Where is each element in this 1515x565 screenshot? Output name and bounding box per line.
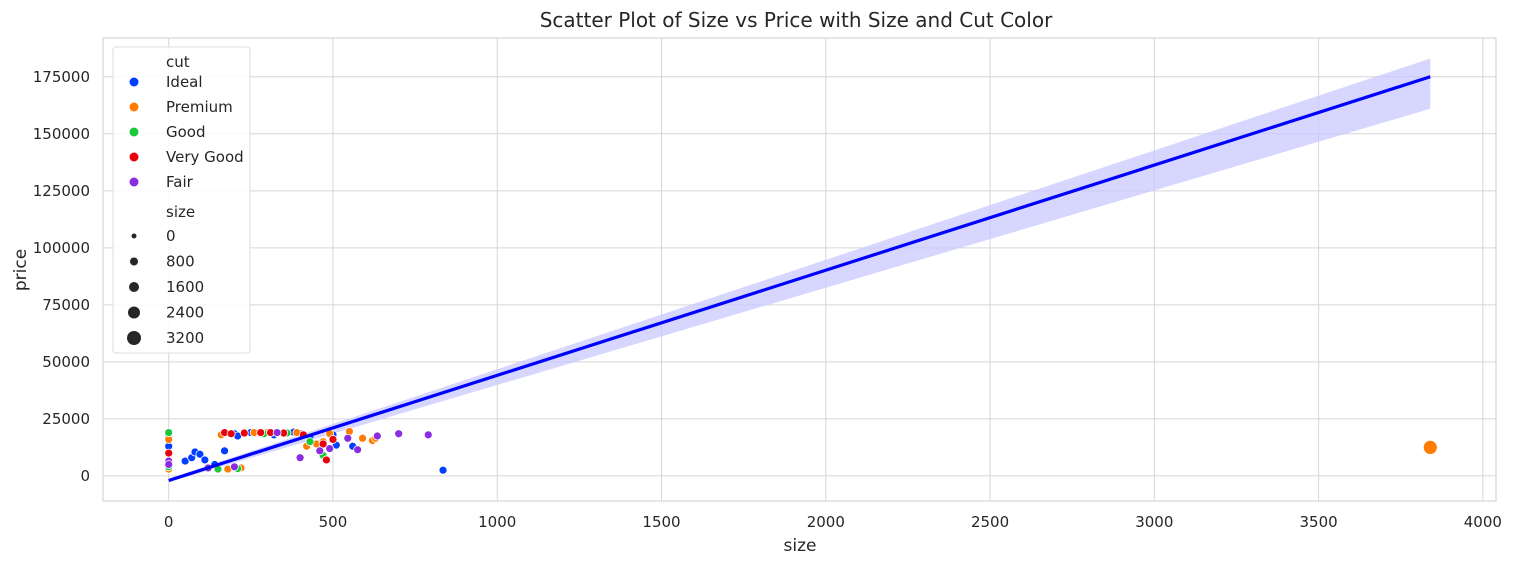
- legend-hue-title: cut: [166, 53, 190, 71]
- y-tick-label: 150000: [33, 125, 90, 143]
- data-point: [239, 428, 249, 438]
- x-tick-label: 3000: [1135, 513, 1173, 531]
- data-point: [195, 449, 205, 459]
- legend-size-label: 3200: [166, 329, 204, 347]
- data-point: [200, 455, 210, 465]
- x-tick-label: 500: [319, 513, 348, 531]
- x-tick-label: 3500: [1299, 513, 1337, 531]
- data-points: [164, 427, 1438, 475]
- x-tick-label: 1000: [478, 513, 516, 531]
- y-tick-label: 175000: [33, 68, 90, 86]
- legend-marker: [129, 177, 139, 187]
- data-point: [220, 446, 229, 456]
- y-tick-label: 25000: [42, 410, 90, 428]
- legend-marker: [129, 77, 139, 87]
- x-tick-label: 2000: [807, 513, 845, 531]
- regression-line-path: [168, 75, 1431, 482]
- y-tick-labels: 0 25000 50000 75000 100000 125000 150000 175000: [33, 68, 90, 485]
- data-point: [372, 431, 382, 441]
- data-point: [325, 444, 335, 453]
- legend-size-marker: [128, 306, 140, 319]
- confidence-band: [168, 58, 1431, 483]
- data-point: [438, 465, 448, 475]
- legend-label: Good: [166, 123, 206, 141]
- legend-marker: [129, 152, 139, 162]
- legend-size-label: 800: [166, 253, 195, 271]
- legend-box: [112, 46, 251, 354]
- data-point: [305, 437, 315, 447]
- y-axis-label: price: [11, 249, 31, 291]
- legend-size-marker: [129, 282, 139, 292]
- confidence-band-area: [168, 58, 1431, 483]
- legend-size-label: 2400: [166, 304, 204, 322]
- x-tick-label: 1500: [642, 513, 680, 531]
- y-tick-label: 75000: [42, 296, 90, 314]
- legend-marker: [129, 102, 139, 112]
- data-point: [226, 429, 236, 439]
- legend-size-marker: [127, 331, 141, 345]
- legend-size-label: 1600: [166, 278, 204, 296]
- data-point: [322, 455, 331, 465]
- x-tick-labels: 0 500 1000 1500 2000 2500 3000 3500 4000: [164, 513, 1502, 531]
- data-point: [358, 433, 367, 443]
- regression-line: [168, 75, 1431, 482]
- legend-size-title: size: [166, 203, 195, 221]
- data-point: [164, 460, 174, 469]
- data-point: [164, 448, 174, 458]
- data-point: [353, 445, 363, 455]
- legend-marker: [129, 127, 139, 137]
- x-tick-label: 0: [164, 513, 174, 531]
- legend-label: Fair: [166, 173, 194, 191]
- data-point: [394, 429, 404, 439]
- x-axis-label: size: [784, 536, 817, 556]
- chart-title: Scatter Plot of Size vs Price with Size …: [540, 8, 1053, 32]
- data-point: [328, 435, 338, 444]
- y-tick-label: 100000: [33, 239, 90, 257]
- legend-size-marker: [130, 257, 138, 266]
- data-point: [1422, 440, 1438, 455]
- data-point: [295, 453, 305, 463]
- legend-size-label: 0: [166, 227, 176, 245]
- y-tick-label: 125000: [33, 182, 90, 200]
- legend-hue-entries: Ideal Premium Good Very Good Fair: [129, 73, 244, 191]
- legend-label: Ideal: [166, 73, 203, 91]
- legend-size-entries: 0 800 1600 2400 3200: [127, 227, 204, 347]
- data-point: [343, 433, 353, 443]
- data-point: [272, 428, 282, 437]
- data-point: [230, 462, 239, 472]
- y-tick-label: 50000: [42, 353, 90, 371]
- data-point: [256, 428, 266, 437]
- data-point: [315, 446, 325, 456]
- legend: cut Ideal Premium Good Very Good Fair size 0…: [112, 46, 251, 354]
- data-point: [164, 428, 174, 437]
- legend-label: Very Good: [166, 148, 244, 166]
- data-point: [423, 430, 433, 440]
- x-tick-label: 2500: [971, 513, 1009, 531]
- legend-size-marker: [131, 233, 137, 239]
- x-tick-label: 4000: [1464, 513, 1502, 531]
- y-tick-label: 0: [80, 467, 90, 485]
- legend-label: Premium: [166, 98, 233, 116]
